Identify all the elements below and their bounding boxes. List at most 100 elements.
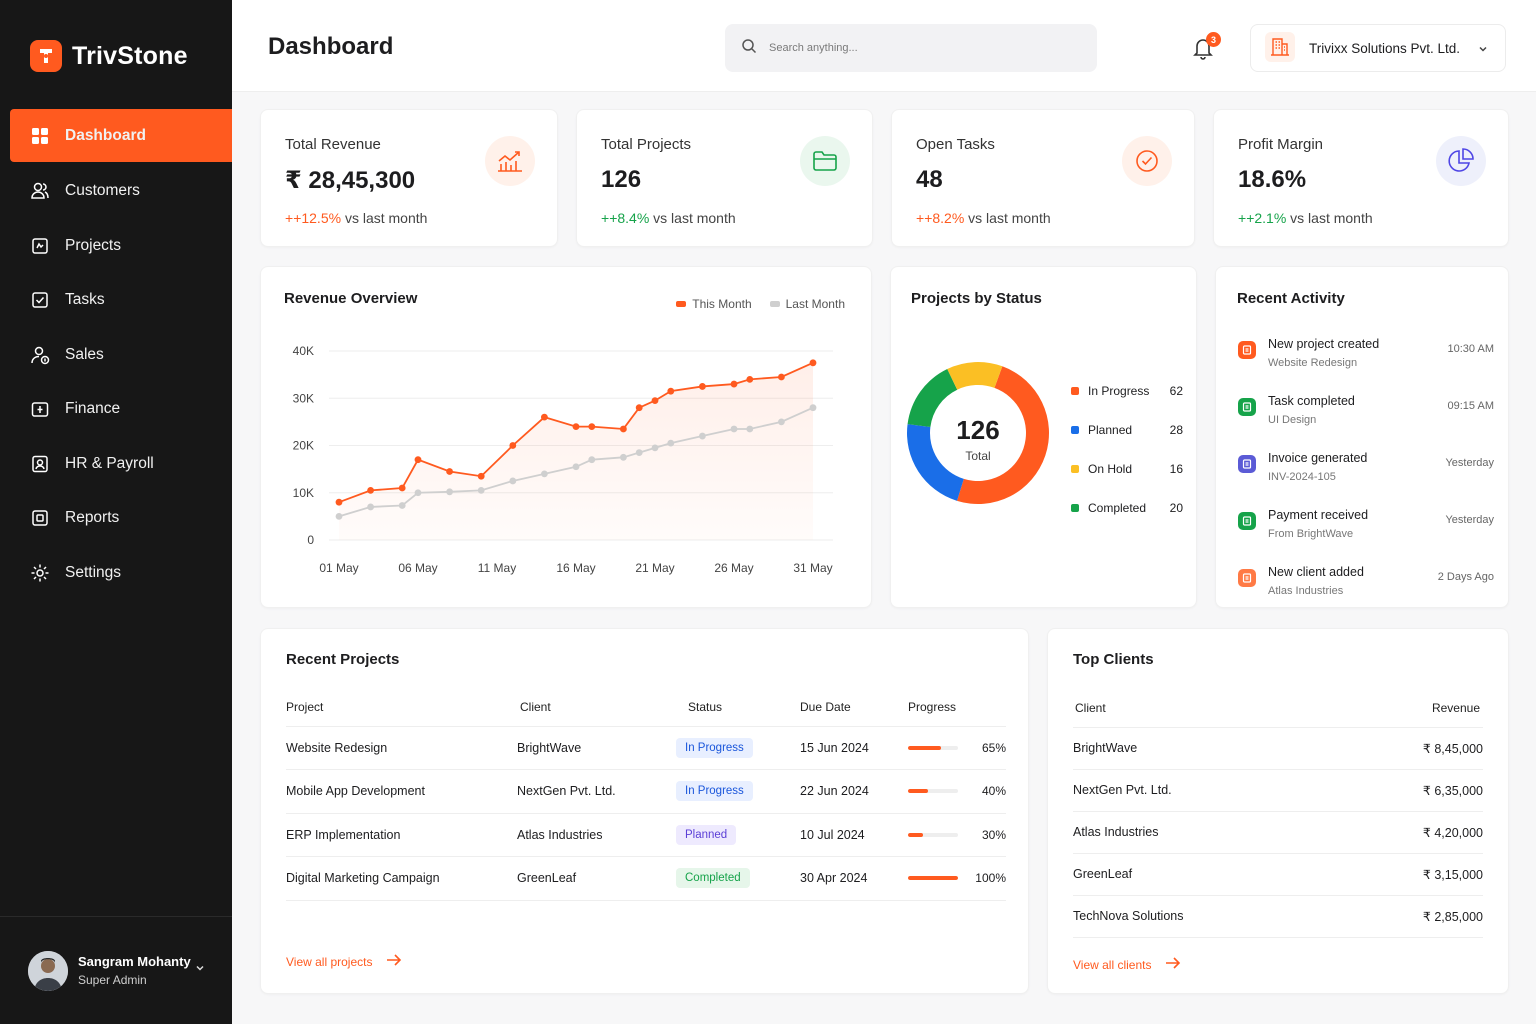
sidebar-item-projects[interactable]: Projects (0, 219, 232, 274)
table-row[interactable]: Website Redesign BrightWave In Progress … (286, 726, 1006, 770)
data-point-last-month[interactable] (651, 444, 659, 452)
data-point-last-month[interactable] (588, 456, 596, 464)
data-point-last-month[interactable] (809, 404, 817, 412)
table-row[interactable]: Digital Marketing Campaign GreenLeaf Com… (286, 856, 1006, 901)
status-name: Completed (1088, 500, 1147, 515)
chevron-down-icon[interactable] (194, 961, 206, 979)
status-legend-item[interactable]: In Progress 62 (1071, 371, 1183, 410)
sidebar-item-reports[interactable]: Reports (0, 491, 232, 546)
legend-item-last-month[interactable]: Last Month (769, 297, 845, 311)
data-point-last-month[interactable] (572, 463, 580, 471)
view-all-clients-link[interactable]: View all clients (1073, 957, 1181, 972)
sidebar-item-settings[interactable]: Settings (0, 546, 232, 601)
data-point-this-month[interactable] (335, 498, 343, 506)
data-point-last-month[interactable] (620, 453, 627, 461)
legend-item-this-month[interactable]: This Month (676, 297, 752, 311)
data-point-last-month[interactable] (541, 470, 548, 478)
data-point-last-month[interactable] (509, 477, 517, 485)
donut-slice-on-hold[interactable] (947, 362, 1003, 390)
data-point-last-month[interactable] (778, 418, 785, 426)
sidebar-item-hr-payroll[interactable]: HR & Payroll (0, 437, 232, 492)
data-point-last-month[interactable] (446, 488, 453, 496)
data-point-this-month[interactable] (809, 359, 817, 367)
stat-card-open-tasks[interactable]: Open Tasks 48 ++8.2% vs last month (891, 109, 1195, 247)
table-row[interactable]: Mobile App Development NextGen Pvt. Ltd.… (286, 769, 1006, 814)
column-header[interactable]: Status (676, 689, 800, 727)
sidebar-item-customers[interactable]: Customers (0, 164, 232, 219)
data-point-this-month[interactable] (730, 380, 738, 388)
due-date: 30 Apr 2024 (800, 856, 908, 901)
data-point-this-month[interactable] (667, 387, 675, 395)
data-point-last-month[interactable] (477, 486, 485, 494)
data-point-last-month[interactable] (746, 425, 754, 433)
status-legend-item[interactable]: Planned 28 (1071, 410, 1183, 449)
company-selector[interactable]: Trivixx Solutions Pvt. Ltd. (1250, 24, 1506, 72)
data-point-this-month[interactable] (588, 423, 596, 430)
activity-item[interactable]: Invoice generated INV-2024-105 Yesterday (1238, 448, 1494, 505)
column-header[interactable]: Client (514, 689, 676, 727)
activity-item[interactable]: Task completed UI Design 09:15 AM (1238, 391, 1494, 448)
table-row[interactable]: TechNova Solutions ₹ 2,85,000 (1073, 895, 1483, 938)
search-bar[interactable] (725, 24, 1097, 72)
search-input[interactable] (769, 42, 1069, 54)
company-name: Trivixx Solutions Pvt. Ltd. (1309, 40, 1461, 56)
data-point-last-month[interactable] (367, 503, 374, 511)
data-point-this-month[interactable] (746, 375, 754, 383)
table-row[interactable]: ERP Implementation Atlas Industries Plan… (286, 813, 1006, 857)
client-name: TechNova Solutions (1073, 895, 1339, 938)
projects-by-status-card: Projects by Status 126 Total In Progress… (890, 266, 1197, 608)
data-point-this-month[interactable] (778, 373, 785, 381)
data-point-this-month[interactable] (620, 425, 627, 433)
data-point-this-month[interactable] (572, 423, 580, 430)
sidebar: TrivStone Dashboard Customers Projects T… (0, 0, 232, 1024)
data-point-last-month[interactable] (699, 432, 706, 440)
data-point-last-month[interactable] (335, 512, 343, 520)
data-point-last-month[interactable] (635, 449, 643, 456)
data-point-this-month[interactable] (477, 472, 485, 480)
data-point-this-month[interactable] (541, 413, 548, 421)
donut-slice-completed[interactable] (907, 369, 958, 427)
activity-item[interactable]: Payment received From BrightWave Yesterd… (1238, 505, 1494, 562)
stat-delta: ++8.2% vs last month (916, 210, 1051, 226)
donut-slice-planned[interactable] (907, 424, 964, 501)
sidebar-item-label: Reports (65, 509, 120, 527)
stat-card-total-projects[interactable]: Total Projects 126 ++8.4% vs last month (576, 109, 873, 247)
column-header[interactable]: Progress (908, 689, 1006, 727)
stat-card-total-revenue[interactable]: Total Revenue ₹ 28,45,300 ++12.5% vs las… (260, 109, 558, 247)
brand[interactable]: TrivStone (30, 40, 188, 72)
data-point-this-month[interactable] (651, 397, 659, 405)
table-row[interactable]: GreenLeaf ₹ 3,15,000 (1073, 853, 1483, 896)
data-point-this-month[interactable] (635, 404, 643, 412)
data-point-last-month[interactable] (730, 425, 738, 433)
data-point-this-month[interactable] (398, 484, 406, 492)
status-legend-item[interactable]: Completed 20 (1071, 488, 1183, 527)
sidebar-item-sales[interactable]: Sales (0, 328, 232, 383)
data-point-this-month[interactable] (699, 383, 706, 390)
table-row[interactable]: NextGen Pvt. Ltd. ₹ 6,35,000 (1073, 769, 1483, 812)
table-row[interactable]: BrightWave ₹ 8,45,000 (1073, 727, 1483, 770)
donut-slice-in-progress[interactable] (957, 366, 1049, 504)
column-header[interactable]: Project (286, 689, 514, 727)
table-header-row: Client Revenue (1073, 689, 1483, 728)
sidebar-item-dashboard[interactable]: Dashboard (10, 109, 232, 162)
data-point-this-month[interactable] (446, 468, 453, 475)
data-point-last-month[interactable] (398, 502, 406, 509)
column-header[interactable]: Client (1073, 689, 1339, 728)
activity-item[interactable]: New client added Atlas Industries 2 Days… (1238, 562, 1494, 619)
data-point-this-month[interactable] (367, 486, 374, 494)
data-point-last-month[interactable] (414, 489, 422, 497)
stat-card-profit-margin[interactable]: Profit Margin 18.6% ++2.1% vs last month (1213, 109, 1509, 247)
sidebar-item-finance[interactable]: Finance (0, 382, 232, 437)
status-legend-item[interactable]: On Hold 16 (1071, 449, 1183, 488)
data-point-this-month[interactable] (414, 456, 422, 464)
user-profile[interactable]: Sangram Mohanty Super Admin (0, 916, 232, 1024)
data-point-this-month[interactable] (509, 442, 517, 449)
table-row[interactable]: Atlas Industries ₹ 4,20,000 (1073, 811, 1483, 854)
sidebar-item-tasks[interactable]: Tasks (0, 273, 232, 328)
column-header[interactable]: Revenue (1338, 689, 1483, 728)
column-header[interactable]: Due Date (800, 689, 908, 727)
bell-icon[interactable] (1192, 36, 1216, 60)
activity-item[interactable]: New project created Website Redesign 10:… (1238, 334, 1494, 391)
view-all-projects-link[interactable]: View all projects (286, 954, 402, 969)
data-point-last-month[interactable] (667, 439, 675, 447)
